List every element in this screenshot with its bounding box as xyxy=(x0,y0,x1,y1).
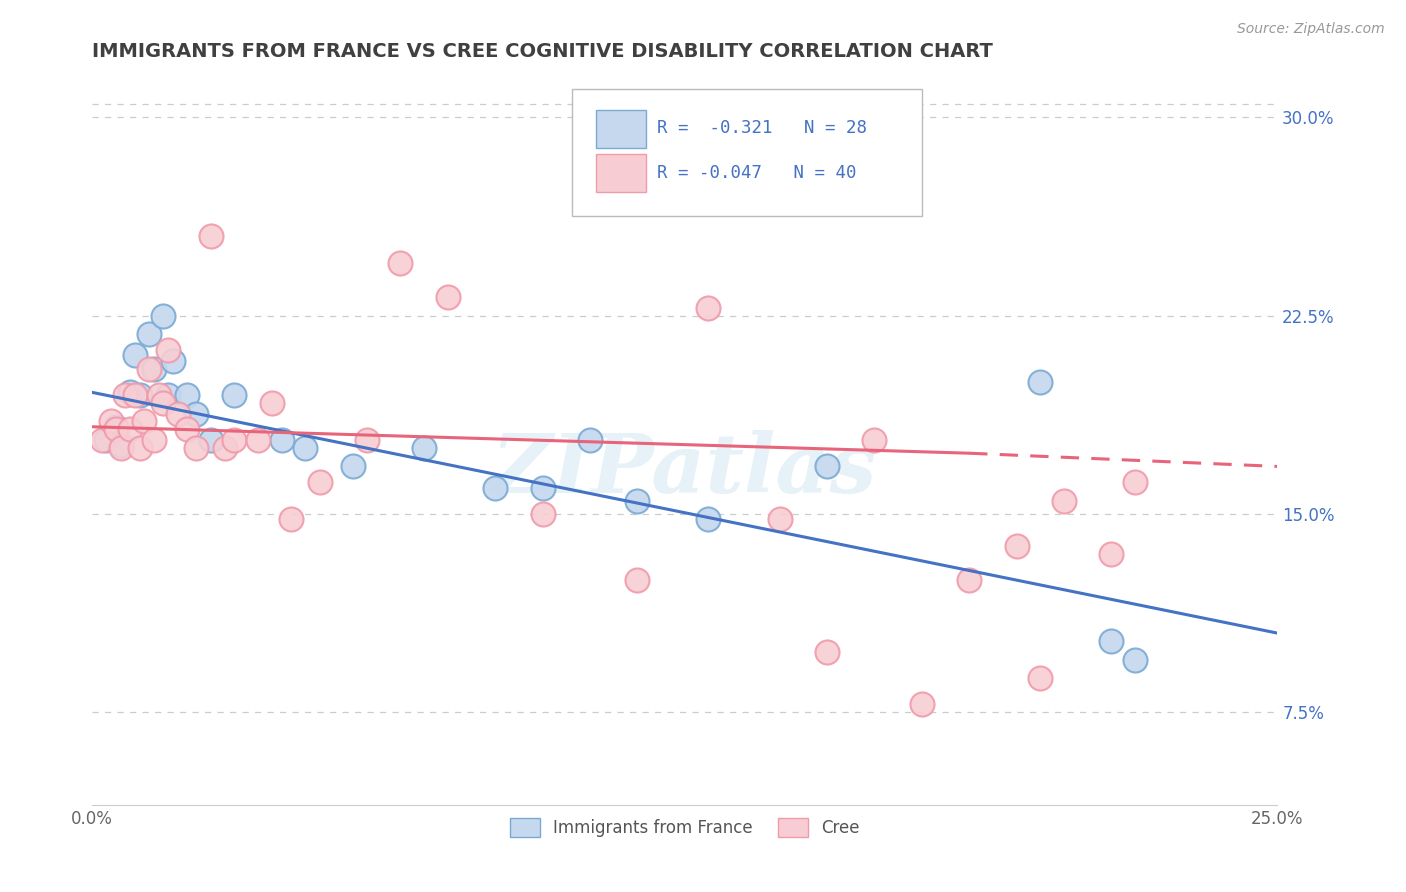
Point xyxy=(1053,493,1076,508)
Point xyxy=(262,396,284,410)
Point xyxy=(294,441,316,455)
Point xyxy=(626,493,648,508)
Point xyxy=(911,698,934,712)
Point xyxy=(104,422,127,436)
FancyBboxPatch shape xyxy=(596,154,645,192)
Text: ZIPatlas: ZIPatlas xyxy=(492,431,877,510)
Point xyxy=(579,433,602,447)
Point xyxy=(697,512,720,526)
Point xyxy=(270,433,292,447)
Point xyxy=(280,512,302,526)
Point xyxy=(214,441,236,455)
Point xyxy=(531,507,554,521)
Point xyxy=(356,433,378,447)
Point xyxy=(100,414,122,428)
Point xyxy=(224,388,246,402)
Point xyxy=(120,385,142,400)
Point xyxy=(186,407,208,421)
Text: IMMIGRANTS FROM FRANCE VS CREE COGNITIVE DISABILITY CORRELATION CHART: IMMIGRANTS FROM FRANCE VS CREE COGNITIVE… xyxy=(93,42,993,61)
Point xyxy=(110,438,132,452)
Point xyxy=(134,414,156,428)
Point xyxy=(1099,634,1122,648)
Point xyxy=(176,422,198,436)
Point xyxy=(308,475,330,490)
Point xyxy=(863,433,886,447)
Point xyxy=(96,433,118,447)
Point xyxy=(815,459,838,474)
Point xyxy=(104,419,127,434)
Point xyxy=(1005,539,1028,553)
Point xyxy=(436,290,458,304)
Point xyxy=(768,512,790,526)
Point xyxy=(957,573,980,587)
Point xyxy=(1123,652,1146,666)
Point xyxy=(157,343,180,357)
Point xyxy=(531,481,554,495)
Point xyxy=(626,573,648,587)
Point xyxy=(200,433,222,447)
Point xyxy=(142,433,165,447)
Point xyxy=(697,301,720,315)
Point xyxy=(224,433,246,447)
Point xyxy=(166,407,188,421)
Point xyxy=(110,441,132,455)
Point xyxy=(128,388,150,402)
Point xyxy=(138,361,160,376)
Point xyxy=(120,422,142,436)
Point xyxy=(413,441,436,455)
Point xyxy=(1029,375,1052,389)
Point xyxy=(114,388,136,402)
Point xyxy=(148,388,170,402)
Point xyxy=(124,388,146,402)
Point xyxy=(157,388,180,402)
Point xyxy=(389,256,412,270)
Point xyxy=(342,459,364,474)
Point xyxy=(186,441,208,455)
Point xyxy=(200,229,222,244)
Point xyxy=(142,361,165,376)
Point xyxy=(152,396,174,410)
Point xyxy=(247,433,270,447)
FancyBboxPatch shape xyxy=(572,88,922,216)
Point xyxy=(484,481,506,495)
Point xyxy=(815,644,838,658)
Point xyxy=(1029,671,1052,685)
Text: Source: ZipAtlas.com: Source: ZipAtlas.com xyxy=(1237,22,1385,37)
Legend: Immigrants from France, Cree: Immigrants from France, Cree xyxy=(503,812,866,844)
Text: R =  -0.321   N = 28: R = -0.321 N = 28 xyxy=(658,119,868,136)
Point xyxy=(1099,547,1122,561)
Text: R = -0.047   N = 40: R = -0.047 N = 40 xyxy=(658,164,858,182)
Point xyxy=(90,433,112,447)
Point xyxy=(1123,475,1146,490)
Point xyxy=(176,388,198,402)
Point xyxy=(152,309,174,323)
Point xyxy=(128,441,150,455)
Point xyxy=(162,353,184,368)
Point xyxy=(138,327,160,342)
FancyBboxPatch shape xyxy=(596,111,645,148)
Point xyxy=(124,348,146,362)
